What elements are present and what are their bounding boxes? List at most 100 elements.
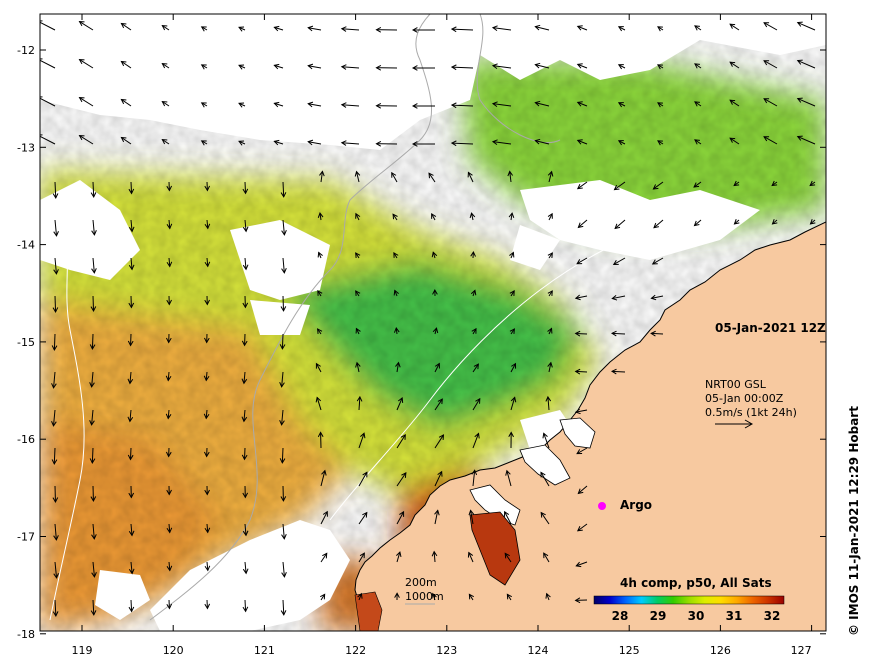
current-arrow [729,137,740,145]
current-arrow [763,22,778,31]
current-arrow [244,599,247,612]
current-arrowhead [438,434,445,440]
current-arrowhead [238,64,245,70]
current-arrowhead [127,416,134,423]
current-arrowhead [203,375,210,382]
land-inlet-2 [519,444,571,486]
current-arrowhead [340,64,347,70]
current-arrow [358,552,365,563]
current-arrowhead [471,327,477,334]
current-arrowhead [128,226,135,233]
current-arrow [308,27,322,31]
x-tick-label: 122 [345,644,366,657]
current-arrowhead [238,140,245,146]
current-arrow [618,64,626,69]
current-arrow [130,523,133,536]
current-arrow [510,363,516,373]
current-arrowhead [241,378,248,385]
current-arrow [162,101,170,107]
current-arrowhead [128,606,135,613]
current-arrowhead [307,25,314,32]
current-arrowhead [431,550,438,557]
current-arrowhead [693,182,700,188]
current-arrow [694,25,702,31]
current-arrow [614,181,626,191]
current-arrowhead [200,64,207,70]
current-arrow [576,257,588,265]
current-arrowhead [431,592,437,599]
current-arrow [548,362,552,373]
current-arrowhead [128,264,135,271]
contour-200m [49,199,85,621]
current-arrowhead [547,361,553,368]
current-arrow [79,59,94,69]
x-tick-label: 124 [528,644,549,657]
current-arrow [54,181,57,198]
current-arrowhead [322,510,328,517]
current-arrowhead [375,102,382,109]
current-arrowhead [355,327,361,334]
current-arrowhead [796,21,803,27]
current-arrow [91,409,94,425]
current-arrow [162,25,170,31]
current-arrow [729,61,740,69]
current-arrow [578,485,588,494]
current-arrowhead [52,611,59,617]
current-arrowhead [52,307,59,313]
current-arrowhead [694,101,700,107]
current-arrowhead [508,212,515,218]
current-arrow [53,333,56,350]
current-arrow [281,409,284,425]
current-arrow [612,332,626,335]
current-arrowhead [241,416,248,423]
current-arrowhead [506,593,512,600]
current-arrowhead [450,64,457,71]
current-arrowhead [657,102,663,108]
current-arrowhead [120,60,127,67]
current-arrow [492,141,512,145]
current-arrowhead [242,302,249,309]
current-arrowhead [653,222,659,229]
current-arrow [243,371,246,384]
current-arrowhead [508,431,514,438]
current-arrowhead [434,509,440,516]
plot-area: Argo 05-Jan-2021 12Z NRT00 GSL 05-Jan 00… [40,14,826,631]
current-arrowhead [733,219,740,225]
current-arrow [396,551,401,563]
current-arrow [282,295,285,311]
current-arrowhead [51,345,58,351]
current-arrow [54,295,57,312]
current-arrow [577,523,588,532]
current-arrowhead [652,184,659,190]
current-arrowhead [89,382,95,388]
current-arrow [274,140,284,145]
current-arrowhead [763,22,770,28]
current-arrow [281,333,284,349]
current-arrowhead [576,525,583,532]
current-arrowhead [617,64,624,70]
nodata-central-north [230,220,330,300]
current-arrowhead [469,212,476,219]
current-arrow [281,371,284,387]
current-arrowhead [694,25,700,31]
contour-legend-200m: 200m [405,576,437,589]
current-arrowhead [273,101,280,108]
current-arrowhead [242,226,249,233]
current-arrowhead [617,102,624,108]
nodata-mid-east [510,225,560,270]
y-tick-label: -13 [17,141,35,154]
current-arrowhead [545,592,551,599]
current-arrow [162,63,170,69]
current-arrow [434,471,443,487]
current-arrowhead [396,551,402,558]
current-arrow [316,397,322,411]
current-arrowhead [411,65,418,71]
current-arrow [341,142,360,145]
current-arrow [91,447,94,463]
current-arrow [206,257,209,267]
current-arrowhead [51,383,57,389]
current-arrow [320,511,328,525]
current-arrowhead [574,597,581,604]
current-arrow [274,102,284,107]
current-arrowhead [89,458,96,464]
